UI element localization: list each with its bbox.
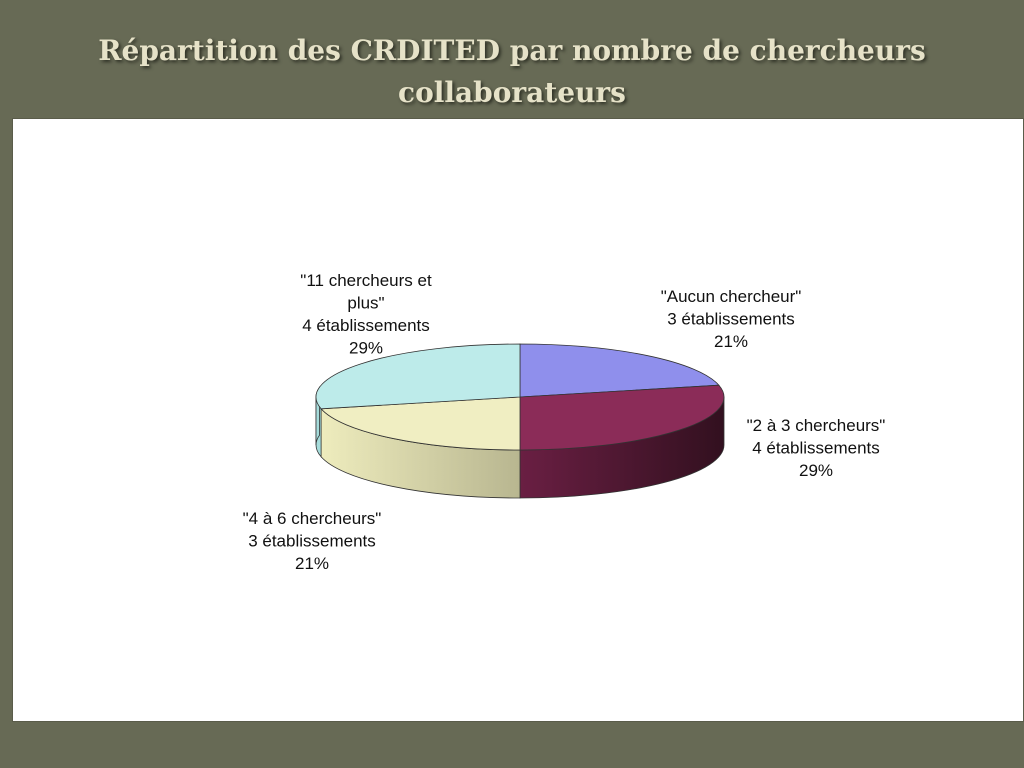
slice-label-line: "4 à 6 chercheurs" xyxy=(243,509,382,528)
slide-title-line1: Répartition des CRDITED par nombre de ch… xyxy=(98,34,926,67)
pie-slice-2-a-3-chercheurs xyxy=(519,384,725,451)
slice-label-line: 21% xyxy=(295,554,329,573)
slice-label-aucun-chercheur: "Aucun chercheur" 3 établissements 21% xyxy=(661,287,802,351)
pie-labels: "Aucun chercheur" 3 établissements 21% "2 à… xyxy=(243,271,886,573)
slice-label-4-a-6-chercheurs: "4 à 6 chercheurs" 3 établissements 21% xyxy=(243,509,382,573)
slice-label-line: 29% xyxy=(349,339,383,358)
slide-title-line2: collaborateurs xyxy=(398,76,626,109)
slide-title: Répartition des CRDITED par nombre de ch… xyxy=(0,30,1024,114)
slice-label-line: plus" xyxy=(347,294,384,313)
slice-label-2-a-3-chercheurs: "2 à 3 chercheurs" 4 établissements 29% xyxy=(747,416,886,480)
pie-tops xyxy=(315,343,725,451)
slice-label-line: 21% xyxy=(714,332,748,351)
slice-label-line: "Aucun chercheur" xyxy=(661,287,802,306)
slice-label-11-chercheurs-et-plus: "11 chercheurs et plus" 4 établissements 29… xyxy=(300,271,432,358)
slice-label-line: "2 à 3 chercheurs" xyxy=(747,416,886,435)
slice-label-line: 4 établissements xyxy=(752,439,880,458)
slice-label-line: 4 établissements xyxy=(302,316,430,335)
slice-label-line: 3 établissements xyxy=(667,310,795,329)
slice-label-line: 3 établissements xyxy=(248,532,376,551)
slice-label-line: 29% xyxy=(799,461,833,480)
pie-slice-aucun-chercheur xyxy=(519,343,720,398)
slice-label-line: "11 chercheurs et xyxy=(300,271,432,290)
pie-slice-11-chercheurs-et-plus xyxy=(315,343,521,410)
pie-slice-4-a-6-chercheurs xyxy=(320,396,521,451)
